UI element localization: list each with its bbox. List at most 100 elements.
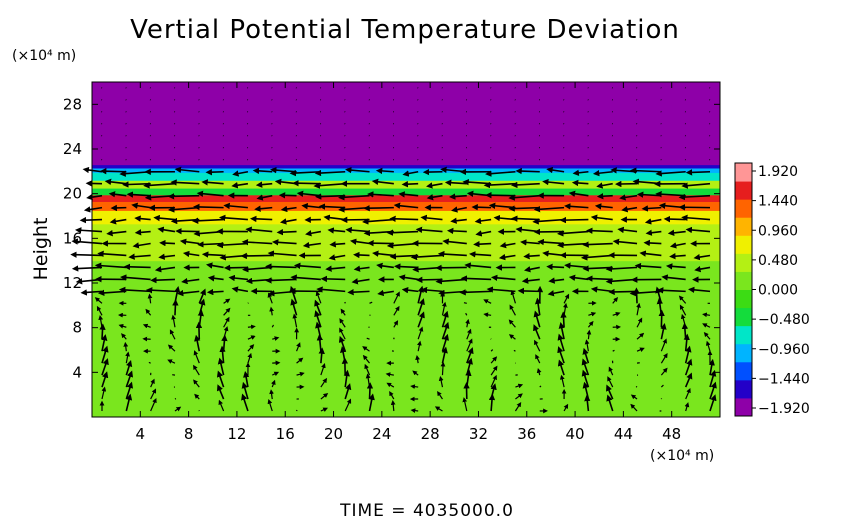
wind-vector [563, 302, 568, 316]
colorbar-tick-label: 0.960 [758, 223, 798, 239]
colorbar-tick-label: 1.920 [758, 164, 798, 180]
heatmap-band [92, 82, 720, 166]
wind-vector [546, 166, 565, 174]
wind-vector [594, 203, 613, 210]
wind-vector [440, 361, 446, 376]
x-tick-label: 20 [324, 425, 343, 443]
wind-vector [511, 215, 540, 222]
wind-vector [434, 406, 443, 412]
wind-vector [318, 347, 325, 364]
wind-vector [441, 301, 447, 316]
wind-vector [678, 193, 711, 201]
wind-vector [619, 194, 638, 201]
wind-vector [656, 297, 664, 316]
wind-vector [198, 298, 206, 316]
wind-vector [367, 191, 394, 198]
wind-vector [605, 265, 638, 273]
wind-vector [99, 167, 127, 175]
wind-vector [296, 357, 304, 364]
wind-vector [581, 369, 590, 388]
wind-vector [548, 277, 565, 284]
wind-vector [247, 344, 255, 352]
wind-vector [302, 241, 321, 249]
wind-vector [125, 381, 134, 400]
wind-vector [462, 397, 468, 412]
wind-vector [508, 334, 516, 340]
wind-vector [351, 278, 370, 285]
wind-vector [364, 363, 371, 376]
wind-vector [320, 363, 326, 376]
wind-vector [385, 372, 394, 377]
wind-vector [490, 349, 494, 352]
wind-vector [542, 178, 565, 186]
wind-vector [223, 307, 231, 316]
wind-vector [509, 304, 516, 316]
wind-vector [292, 180, 321, 187]
wind-vector [709, 381, 717, 400]
colorbar-tick-label: 1.440 [758, 194, 798, 210]
wind-vector [101, 345, 109, 364]
wind-vector [401, 180, 419, 188]
wind-vector [101, 386, 107, 400]
wind-vector [680, 313, 687, 328]
wind-vector [412, 370, 419, 376]
wind-vector [606, 394, 614, 412]
wind-vector [197, 309, 204, 328]
colorbar-tick-label: −1.440 [758, 371, 810, 387]
wind-vector [363, 205, 394, 212]
wind-vector [223, 316, 230, 328]
wind-vector [693, 253, 711, 261]
wind-vector [252, 167, 273, 175]
wind-vector [437, 390, 443, 400]
wind-vector [636, 191, 662, 198]
wind-vector [121, 333, 127, 340]
wind-vector [490, 356, 498, 364]
wind-vector [417, 285, 425, 304]
wind-vector [365, 373, 371, 388]
wind-vector [584, 394, 591, 412]
colorbar-segment [735, 289, 752, 309]
wind-vector [292, 313, 298, 328]
wind-vector [644, 218, 662, 225]
wind-vector [590, 214, 613, 221]
wind-vector [216, 384, 225, 400]
wind-vector [296, 342, 301, 352]
y-axis-ticks: 4 8 12 16 20 24 28 [63, 95, 720, 381]
wind-vector [344, 383, 352, 400]
wind-vector [271, 371, 280, 377]
wind-vector [344, 398, 352, 412]
wind-vector [510, 289, 517, 304]
wind-vector [398, 191, 419, 198]
wind-vector [420, 214, 443, 222]
wind-vector [94, 297, 103, 304]
y-axis-unit: (×10⁴ m) [12, 48, 76, 64]
wind-vector [511, 181, 540, 189]
wind-vectors [70, 87, 717, 414]
wind-vector [636, 317, 643, 328]
wind-vector [125, 393, 133, 412]
colorbar-segment [735, 163, 752, 182]
wind-vector [241, 238, 273, 246]
wind-vector [338, 194, 370, 201]
wind-vector [635, 385, 638, 388]
wind-vector [340, 346, 347, 364]
wind-vector [269, 389, 274, 400]
wind-vector [193, 203, 224, 211]
wind-vector [475, 230, 492, 237]
heatmap-bands [92, 82, 720, 418]
wind-vector [498, 253, 516, 261]
wind-vector [174, 286, 181, 304]
wind-vector [681, 322, 689, 340]
wind-vector [586, 275, 613, 282]
wind-vector [371, 178, 394, 185]
wind-vector [231, 286, 249, 293]
wind-vector [207, 275, 224, 282]
wind-vector [198, 288, 206, 304]
colorbar-segment [735, 235, 752, 254]
wind-vector [684, 372, 693, 388]
wind-vector [473, 240, 492, 248]
wind-vector [316, 334, 324, 352]
wind-vector [684, 345, 692, 364]
wind-vector [221, 334, 228, 352]
